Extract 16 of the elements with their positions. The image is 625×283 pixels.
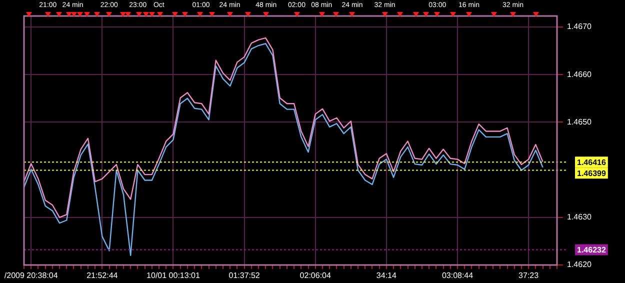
x-tick-label: 10/01 00:13:01 (146, 271, 200, 280)
y-tick-label: 1.4650 (567, 117, 592, 126)
x-tick-label: 02:06:04 (300, 271, 332, 280)
ref-line-label: 1.46399 (577, 168, 606, 178)
y-tick-label: 1.4660 (567, 70, 592, 79)
x-tick-label: 21:52:44 (86, 271, 118, 280)
y-tick-label: 1.4670 (567, 22, 592, 32)
x-tick-label: 03:08:44 (442, 271, 474, 280)
x-tick-label: 01:37:52 (228, 271, 260, 280)
y-tick-label: 1.4630 (567, 212, 592, 222)
x-tick-label: 37:23 (518, 271, 540, 280)
y-tick-label: 1.4620 (567, 260, 592, 270)
x-tick-label: 34:14 (376, 271, 397, 280)
ref-line-label: 1.46232 (577, 245, 606, 254)
x-tick-label: /2009 20:38:04 (4, 271, 58, 280)
ref-line-label: 1.46416 (577, 158, 606, 167)
